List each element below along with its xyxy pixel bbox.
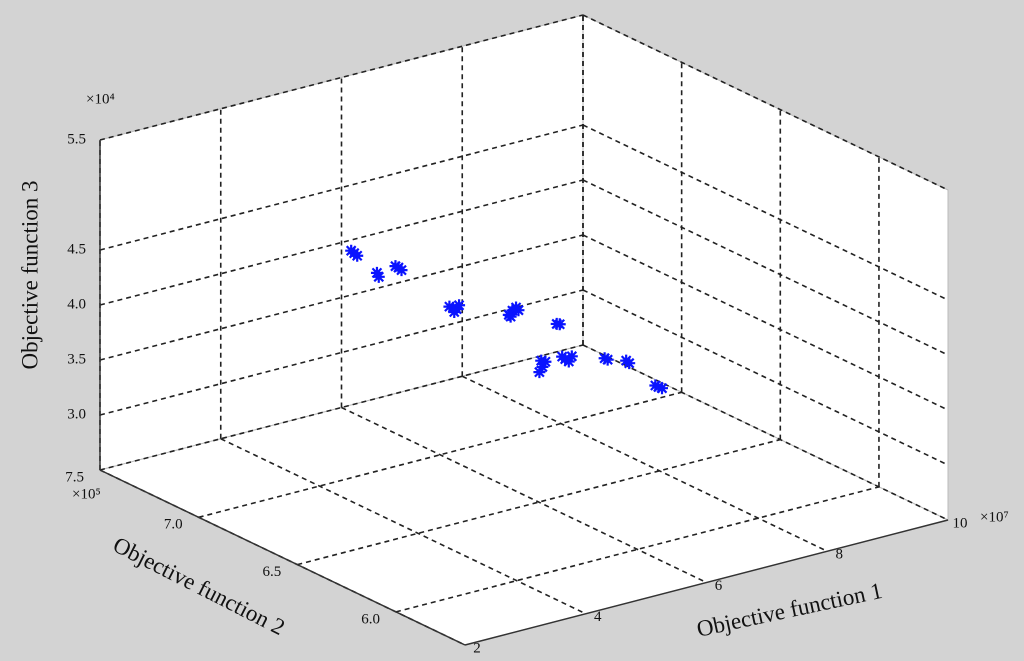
grid-line — [341, 406, 707, 584]
point — [345, 244, 358, 257]
point — [372, 270, 385, 283]
point — [562, 355, 575, 368]
point — [512, 304, 525, 317]
grid-line — [99, 234, 584, 361]
point — [601, 353, 614, 366]
point — [389, 260, 402, 273]
point — [556, 350, 569, 363]
y-tick-label: 6.0 — [361, 611, 380, 627]
z-multiplier: ×10⁴ — [86, 91, 115, 107]
x-multiplier: ×10⁷ — [980, 509, 1009, 525]
grid-line — [461, 375, 828, 552]
point — [370, 266, 383, 279]
point — [565, 350, 578, 363]
grid-line — [395, 486, 880, 613]
x-axis — [464, 519, 949, 646]
x-tick-label: 4 — [594, 609, 602, 625]
point — [553, 318, 566, 331]
point — [447, 301, 460, 314]
grid-line — [582, 344, 949, 521]
y-axis — [99, 469, 466, 646]
points — [345, 244, 669, 395]
point — [652, 380, 665, 393]
z-axis-title: Objective function 3 — [17, 180, 42, 369]
point — [443, 300, 456, 313]
grid-line — [99, 124, 584, 251]
point — [598, 352, 611, 365]
grid — [99, 14, 949, 646]
point — [649, 379, 662, 392]
grid-line — [99, 289, 584, 416]
z-tick-label: 5.5 — [67, 131, 86, 147]
point — [623, 357, 636, 370]
grid-line — [582, 179, 949, 356]
point — [656, 382, 669, 395]
y-tick-label: 6.5 — [263, 564, 282, 580]
grid-line — [297, 438, 781, 566]
x-tick-label: 2 — [473, 640, 481, 656]
grid-line — [99, 344, 584, 471]
grid-line — [582, 234, 949, 411]
x-tick-label: 10 — [953, 515, 968, 531]
grid-line — [582, 124, 949, 301]
x-tick-label: 8 — [836, 547, 844, 563]
point — [351, 249, 364, 262]
grid-line — [220, 438, 587, 615]
point — [395, 264, 408, 277]
grid-line — [99, 179, 584, 306]
point — [539, 355, 552, 368]
point — [533, 366, 546, 379]
x-tick-label: 6 — [715, 578, 723, 594]
point — [535, 354, 548, 367]
y-tick-label: 7.5 — [65, 469, 84, 485]
point — [504, 310, 517, 323]
grid-line — [99, 14, 584, 141]
grid-line — [582, 14, 949, 191]
y-tick-label: 7.0 — [164, 517, 183, 533]
point — [453, 299, 466, 312]
grid-line — [582, 289, 949, 466]
grid-line — [198, 391, 682, 519]
point — [536, 360, 549, 373]
z-tick-label: 4.0 — [67, 296, 86, 312]
point — [448, 305, 461, 318]
z-tick-label: 4.5 — [67, 241, 86, 257]
z-tick-label: 3.5 — [67, 351, 86, 367]
y-multiplier: ×10⁵ — [72, 486, 101, 502]
z-tick-label: 3.0 — [67, 406, 86, 422]
